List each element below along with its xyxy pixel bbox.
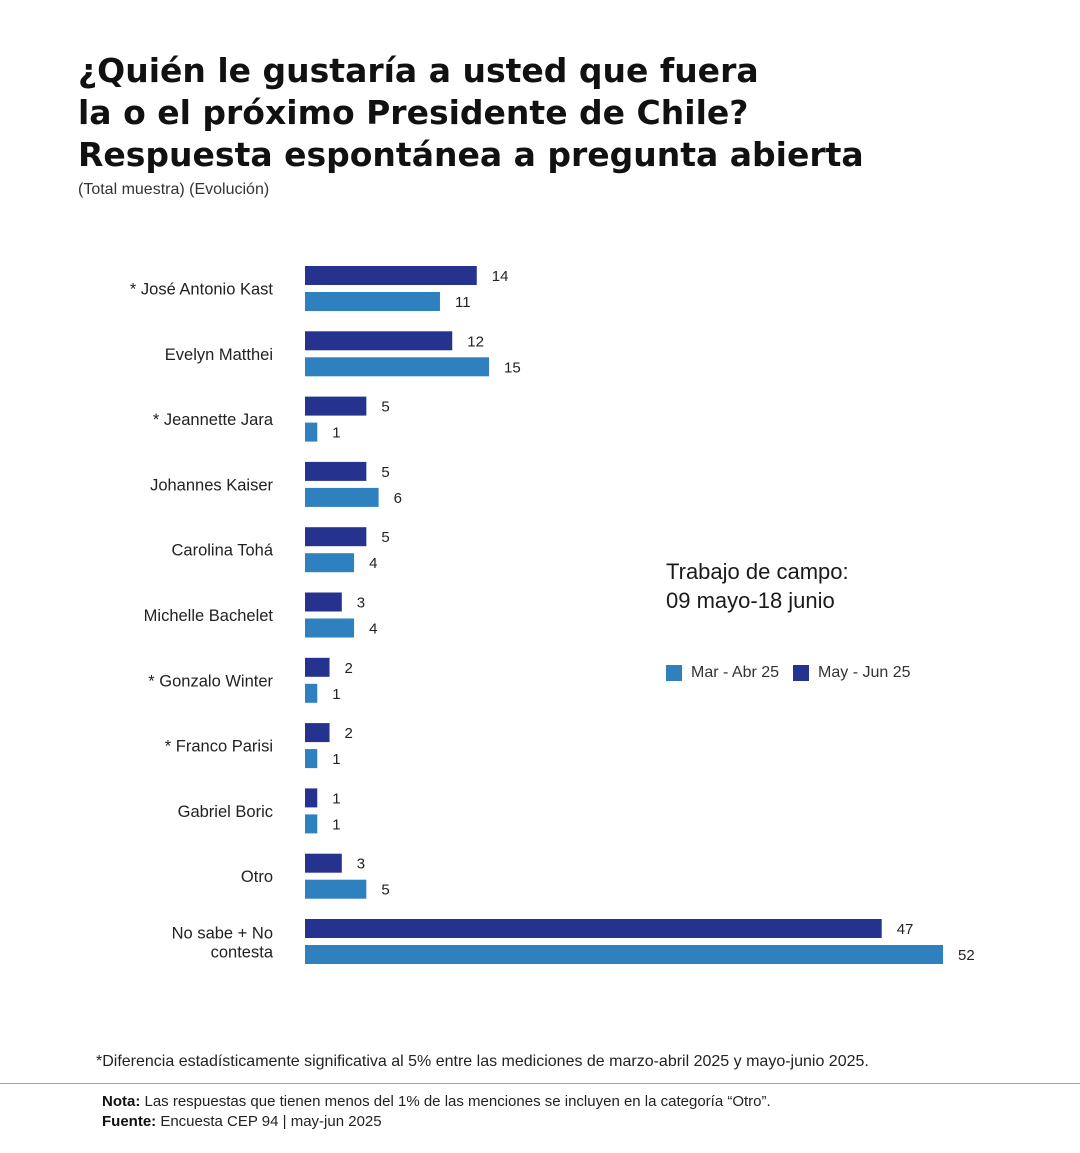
value-label-may-jun: 12 (467, 333, 484, 350)
bar-mar-abr (305, 683, 318, 703)
fieldwork-line-2: 09 mayo-18 junio (666, 588, 835, 613)
bar-mar-abr (305, 553, 355, 573)
bar-may-jun (305, 788, 318, 808)
category-label: Michelle Bachelet (144, 607, 274, 625)
title-line-2: la o el próximo Presidente de Chile? (78, 93, 749, 132)
bar-mar-abr (305, 422, 318, 442)
value-label-mar-abr: 4 (369, 555, 377, 572)
source-label: Fuente: (102, 1113, 157, 1130)
source-notes: Nota: Las respuestas que tienen menos de… (102, 1092, 771, 1132)
bar-may-jun (305, 461, 367, 481)
bar-may-jun (305, 527, 367, 547)
bar-mar-abr (305, 749, 318, 769)
bar-may-jun (305, 853, 342, 873)
bar-may-jun (305, 396, 367, 416)
bar-may-jun (305, 331, 453, 351)
bar-may-jun (305, 592, 342, 612)
category-label: * José Antonio Kast (130, 281, 274, 299)
category-label: Evelyn Matthei (165, 346, 273, 364)
value-label-may-jun: 1 (332, 790, 340, 807)
value-label-mar-abr: 1 (332, 816, 340, 833)
value-label-may-jun: 14 (492, 268, 509, 285)
chart-legend: Mar - Abr 25 May - Jun 25 (666, 664, 925, 682)
category-label: Otro (241, 868, 273, 886)
value-label-may-jun: 5 (381, 399, 389, 416)
value-label-may-jun: 5 (381, 529, 389, 546)
value-label-mar-abr: 1 (332, 686, 340, 703)
value-label-mar-abr: 5 (381, 882, 389, 899)
value-label-may-jun: 5 (381, 464, 389, 481)
divider-line (0, 1083, 1080, 1084)
bar-mar-abr (305, 487, 379, 507)
value-label-mar-abr: 11 (455, 294, 471, 311)
bar-mar-abr (305, 292, 440, 311)
title-line-1: ¿Quién le gustaría a usted que fuera (78, 51, 759, 90)
source-line: Fuente: Encuesta CEP 94 | may-jun 2025 (102, 1112, 771, 1132)
chart-title: ¿Quién le gustaría a usted que fuera la … (78, 50, 864, 176)
value-label-mar-abr: 1 (332, 425, 340, 442)
value-label-may-jun: 2 (345, 725, 353, 742)
title-line-3: Respuesta espontánea a pregunta abierta (78, 135, 864, 174)
legend-swatch-may-jun (793, 665, 810, 681)
bar-may-jun (305, 266, 477, 285)
value-label-mar-abr: 15 (504, 359, 521, 376)
fieldwork-line-1: Trabajo de campo: (666, 559, 849, 584)
category-label: Carolina Tohá (171, 542, 273, 560)
bar-may-jun (305, 919, 882, 938)
category-label: Gabriel Boric (178, 803, 273, 821)
value-label-mar-abr: 6 (394, 490, 402, 507)
category-label: * Gonzalo Winter (148, 672, 273, 690)
significance-footnote: *Diferencia estadísticamente significati… (96, 1053, 869, 1070)
bar-may-jun (305, 657, 330, 677)
bar-mar-abr (305, 357, 490, 377)
bar-mar-abr (305, 879, 367, 899)
value-label-may-jun: 47 (897, 921, 914, 938)
note-text: Las respuestas que tienen menos del 1% d… (140, 1093, 771, 1110)
note-line: Nota: Las respuestas que tienen menos de… (102, 1092, 771, 1112)
category-label: Johannes Kaiser (150, 476, 273, 494)
bar-mar-abr (305, 945, 944, 964)
fieldwork-note: Trabajo de campo: 09 mayo-18 junio (666, 557, 849, 615)
value-label-mar-abr: 4 (369, 621, 377, 638)
category-label: No sabe + No contesta (172, 925, 274, 962)
value-label-mar-abr: 52 (958, 947, 975, 964)
bar-mar-abr (305, 814, 318, 834)
bar-may-jun (305, 723, 330, 743)
value-label-mar-abr: 1 (332, 751, 340, 768)
category-label: * Jeannette Jara (153, 411, 274, 429)
chart-subtitle: (Total muestra) (Evolución) (78, 181, 270, 198)
legend-item-may-jun: May - Jun 25 (793, 664, 911, 682)
legend-item-mar-abr: Mar - Abr 25 (666, 664, 779, 682)
category-label: * Franco Parisi (165, 738, 273, 756)
legend-label-mar-abr: Mar - Abr 25 (691, 664, 780, 681)
note-label: Nota: (102, 1093, 141, 1110)
value-label-may-jun: 3 (357, 856, 365, 873)
bar-mar-abr (305, 618, 355, 638)
value-label-may-jun: 3 (357, 595, 365, 612)
value-label-may-jun: 2 (345, 660, 353, 677)
legend-label-may-jun: May - Jun 25 (818, 664, 911, 681)
legend-swatch-mar-abr (666, 665, 682, 681)
source-text: Encuesta CEP 94 | may-jun 2025 (156, 1113, 382, 1130)
